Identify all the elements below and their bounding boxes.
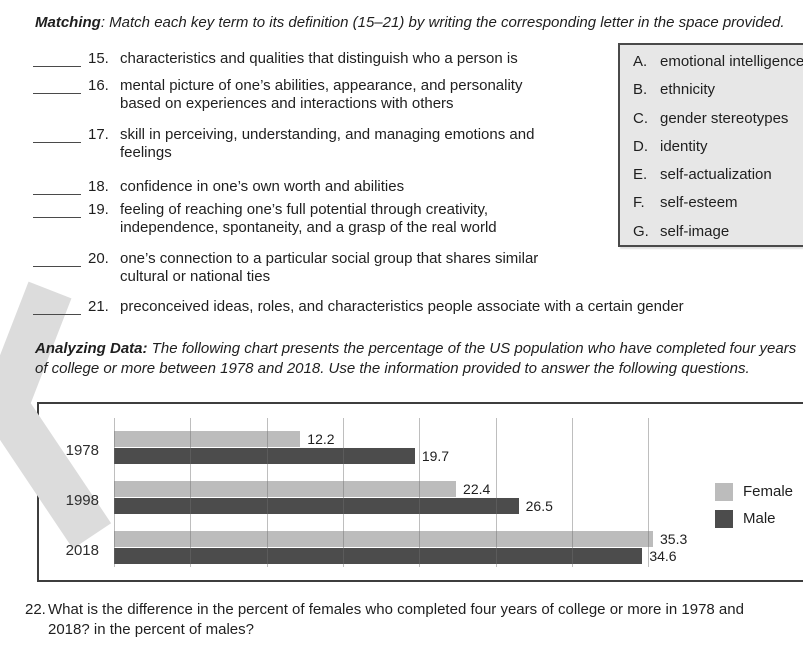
matching-item-20: 20. one’s connection to a particular soc… <box>33 250 538 286</box>
item-number: 15. <box>88 50 109 67</box>
bar-male-1978 <box>114 448 415 464</box>
value-label-male-1978: 19.7 <box>421 448 450 464</box>
option-d: D. identity <box>633 137 708 155</box>
option-text: self-esteem <box>660 194 738 212</box>
answer-options-box: A. emotional intelligence B. ethnicity C. g… <box>618 43 803 247</box>
answer-blank-15[interactable] <box>33 50 81 67</box>
question-text: What is the difference in the percent of… <box>48 601 744 638</box>
item-number: 18. <box>88 178 109 195</box>
item-number: 16. <box>88 77 109 94</box>
chart-gridline <box>266 418 268 567</box>
legend-label-female: Female <box>743 483 794 500</box>
option-c: C. gender stereotypes <box>633 109 789 127</box>
legend-swatch-female <box>715 483 733 501</box>
option-text: gender stereotypes <box>660 109 789 127</box>
item-number: 19. <box>88 201 109 218</box>
legend-item-male: Male <box>715 510 793 528</box>
option-text: self-image <box>660 222 730 240</box>
value-label-female-1998: 22.4 <box>463 481 491 497</box>
question-number: 22. <box>25 601 46 618</box>
answer-blank-21[interactable] <box>33 298 81 315</box>
matching-heading-label: Matching <box>35 14 101 31</box>
chart-gridline <box>343 418 345 567</box>
chart-gridline <box>419 418 421 567</box>
answer-blank-20[interactable] <box>33 250 81 267</box>
category-label-2018: 2018 <box>65 542 99 559</box>
matching-item-18: 18. confidence in one’s own worth and ab… <box>33 178 404 196</box>
chart-gridline <box>190 418 192 567</box>
matching-item-17: 17. skill in perceiving, understanding, … <box>33 126 534 162</box>
answer-blank-18[interactable] <box>33 178 81 195</box>
option-e: E. self-actualization <box>633 166 772 184</box>
category-label-1978: 1978 <box>65 442 99 459</box>
item-number: 17. <box>88 126 109 143</box>
item-text: mental picture of one’s abilities, appea… <box>120 77 523 112</box>
item-text: feeling of reaching one’s full potential… <box>120 201 497 236</box>
bar-male-2018 <box>114 548 643 564</box>
matching-item-15: 15. characteristics and qualities that d… <box>33 50 518 68</box>
option-text: ethnicity <box>660 81 716 99</box>
value-label-male-2018: 34.6 <box>649 548 677 564</box>
category-label-1998: 1998 <box>65 492 99 509</box>
item-number: 20. <box>88 250 109 267</box>
matching-instructions: Matching: Match each key term to its def… <box>35 14 785 32</box>
value-label-female-2018: 35.3 <box>660 531 688 547</box>
item-text: characteristics and qualities that disti… <box>120 50 518 67</box>
analyzing-data-line2: of college or more between 1978 and 2018… <box>35 360 750 377</box>
item-text: skill in perceiving, understanding, and … <box>120 126 535 161</box>
item-text: one’s connection to a particular social … <box>120 250 539 285</box>
bar-male-1998 <box>114 498 519 514</box>
legend-label-male: Male <box>743 510 776 527</box>
analyzing-data-line1: Analyzing Data: The following chart pres… <box>35 340 797 357</box>
option-g: G. self-image <box>633 222 730 240</box>
chart-legend: Female Male <box>715 483 793 537</box>
value-label-male-1998: 26.5 <box>525 498 553 514</box>
analyzing-heading-label: Analyzing Data: <box>35 340 148 357</box>
answer-blank-17[interactable] <box>33 126 81 143</box>
value-label-female-1978: 12.2 <box>307 431 335 447</box>
legend-swatch-male <box>715 510 733 528</box>
chart-gridline <box>572 418 574 567</box>
chart-gridline <box>648 418 650 567</box>
chart-frame: 1978 12.2 19.7 1998 22.4 26.5 2018 35.3 34.6 Fem… <box>37 402 803 582</box>
matching-item-21: 21. preconceived ideas, roles, and chara… <box>33 298 684 316</box>
option-a: A. emotional intelligence <box>633 53 803 70</box>
matching-item-19: 19. feeling of reaching one’s full poten… <box>33 201 497 237</box>
question-22: 22. What is the difference in the percen… <box>25 600 744 640</box>
bar-female-1998 <box>114 481 457 497</box>
answer-blank-16[interactable] <box>33 77 81 94</box>
option-text: self-actualization <box>660 166 772 184</box>
legend-item-female: Female <box>715 483 793 501</box>
chart-gridline <box>495 418 497 567</box>
chart-gridline <box>114 418 115 567</box>
item-text: preconceived ideas, roles, and character… <box>120 298 684 315</box>
item-number: 21. <box>88 298 109 315</box>
answer-blank-19[interactable] <box>33 201 81 218</box>
option-text: identity <box>660 137 708 155</box>
option-f: F. self-esteem <box>633 194 738 212</box>
item-text: confidence in one’s own worth and abilit… <box>120 178 405 195</box>
bar-female-1978 <box>114 431 301 447</box>
matching-item-16: 16. mental picture of one’s abilities, a… <box>33 77 522 113</box>
matching-heading-text: : Match each key term to its definition … <box>100 14 785 31</box>
option-b: B. ethnicity <box>633 81 716 99</box>
option-text: emotional intelligence <box>660 53 803 70</box>
chart-plot: 1978 12.2 19.7 1998 22.4 26.5 2018 35.3 34.6 <box>39 404 803 580</box>
bar-female-2018 <box>114 531 654 547</box>
